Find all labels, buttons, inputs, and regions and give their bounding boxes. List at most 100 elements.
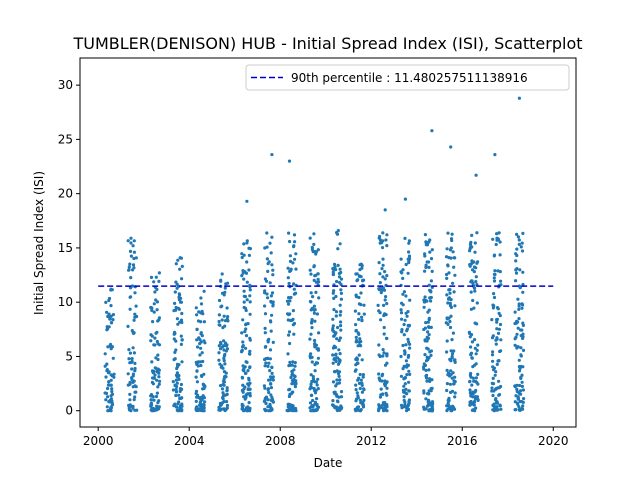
data-point	[292, 377, 296, 381]
data-point	[335, 279, 339, 284]
data-point	[331, 399, 335, 403]
data-point	[520, 249, 525, 253]
data-point	[242, 305, 246, 310]
data-point	[266, 269, 270, 273]
data-point	[357, 274, 362, 278]
data-point	[516, 326, 520, 330]
data-point	[444, 255, 449, 259]
data-point	[360, 358, 364, 362]
data-point	[155, 308, 159, 312]
data-point	[428, 350, 432, 354]
data-point	[248, 349, 252, 353]
data-point	[203, 384, 207, 389]
data-point	[317, 331, 321, 335]
data-point	[310, 379, 314, 384]
data-point	[339, 277, 344, 281]
data-point	[472, 403, 476, 407]
data-point	[354, 293, 358, 297]
data-point	[361, 405, 366, 409]
data-point	[292, 332, 296, 336]
data-point	[470, 408, 474, 412]
data-point	[221, 397, 225, 401]
data-point	[399, 403, 404, 407]
data-point	[428, 250, 432, 254]
data-point	[495, 317, 499, 321]
data-point	[174, 405, 178, 409]
data-point	[333, 265, 337, 269]
data-point	[111, 356, 115, 360]
data-point	[175, 286, 179, 290]
data-point	[199, 346, 203, 350]
data-point	[469, 371, 473, 376]
data-point	[265, 292, 269, 296]
data-point	[155, 300, 159, 304]
data-point	[474, 352, 478, 356]
data-point	[516, 402, 520, 406]
data-point	[518, 408, 522, 412]
data-point	[380, 246, 385, 250]
data-point	[377, 404, 381, 409]
data-point	[407, 398, 411, 402]
data-point	[358, 339, 362, 344]
data-point	[269, 329, 273, 333]
data-point	[155, 370, 159, 374]
data-point	[338, 303, 342, 307]
data-point	[472, 306, 476, 310]
data-point	[335, 232, 340, 236]
data-point	[494, 400, 499, 405]
data-point	[449, 314, 453, 318]
data-point	[222, 339, 226, 343]
data-point	[491, 403, 495, 407]
data-point	[517, 365, 522, 369]
data-point	[292, 282, 296, 286]
data-point	[385, 352, 389, 356]
data-point	[331, 272, 335, 277]
data-point	[177, 377, 181, 381]
data-point	[399, 374, 403, 378]
data-point	[469, 240, 473, 244]
data-point	[491, 334, 495, 338]
data-point	[134, 304, 138, 308]
data-point	[360, 315, 364, 319]
data-point	[355, 357, 359, 361]
data-point	[448, 357, 452, 361]
data-point	[270, 376, 274, 380]
data-point	[149, 394, 153, 398]
y-tick-label: 20	[58, 187, 73, 201]
data-point	[107, 296, 112, 301]
data-point	[494, 370, 498, 374]
data-point	[359, 262, 363, 266]
data-point	[423, 363, 427, 367]
data-point	[149, 398, 153, 402]
data-point	[476, 260, 480, 264]
data-point	[496, 238, 500, 242]
data-point	[269, 294, 273, 298]
data-point	[196, 360, 200, 364]
data-point	[423, 326, 427, 330]
x-tick-label: 2012	[356, 434, 387, 448]
data-point	[451, 250, 455, 254]
data-point	[155, 391, 159, 395]
data-point	[473, 400, 477, 404]
data-point	[358, 398, 362, 402]
data-point	[469, 345, 473, 349]
data-point	[267, 378, 271, 382]
data-point	[498, 322, 503, 327]
data-point	[263, 398, 267, 402]
data-point	[467, 330, 471, 334]
data-point	[247, 352, 252, 356]
data-point	[241, 364, 245, 368]
data-point	[109, 405, 113, 409]
data-point	[452, 382, 456, 386]
data-point	[150, 306, 154, 310]
data-point	[428, 379, 432, 383]
data-point	[517, 391, 521, 395]
data-point	[356, 344, 360, 348]
data-point	[150, 308, 154, 312]
data-point	[180, 338, 184, 342]
data-point	[179, 318, 184, 322]
data-point	[180, 264, 184, 268]
data-point	[292, 409, 296, 413]
data-point	[337, 275, 342, 279]
data-point	[354, 399, 358, 403]
